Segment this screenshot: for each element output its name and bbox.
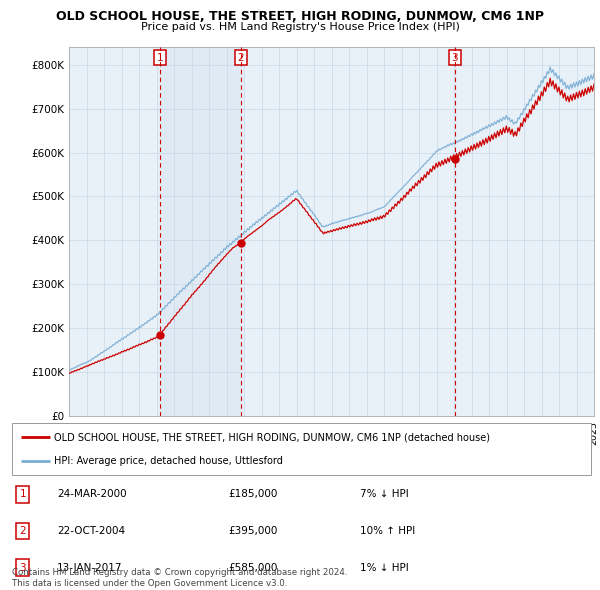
Text: 24-MAR-2000: 24-MAR-2000 <box>57 490 127 499</box>
Text: 1: 1 <box>19 490 26 499</box>
Text: £185,000: £185,000 <box>228 490 277 499</box>
FancyBboxPatch shape <box>12 423 591 475</box>
Text: 1: 1 <box>157 53 164 63</box>
Text: 3: 3 <box>19 563 26 572</box>
Text: HPI: Average price, detached house, Uttlesford: HPI: Average price, detached house, Uttl… <box>54 456 283 466</box>
Text: Contains HM Land Registry data © Crown copyright and database right 2024.
This d: Contains HM Land Registry data © Crown c… <box>12 568 347 588</box>
Bar <box>160 47 241 416</box>
Text: 10% ↑ HPI: 10% ↑ HPI <box>360 526 415 536</box>
Text: 13-JAN-2017: 13-JAN-2017 <box>57 563 122 572</box>
Text: 3: 3 <box>451 53 458 63</box>
Text: 2: 2 <box>19 526 26 536</box>
Text: 1% ↓ HPI: 1% ↓ HPI <box>360 563 409 572</box>
Text: OLD SCHOOL HOUSE, THE STREET, HIGH RODING, DUNMOW, CM6 1NP (detached house): OLD SCHOOL HOUSE, THE STREET, HIGH RODIN… <box>54 432 490 442</box>
Text: Price paid vs. HM Land Registry's House Price Index (HPI): Price paid vs. HM Land Registry's House … <box>140 22 460 32</box>
Text: 2: 2 <box>238 53 244 63</box>
Text: OLD SCHOOL HOUSE, THE STREET, HIGH RODING, DUNMOW, CM6 1NP: OLD SCHOOL HOUSE, THE STREET, HIGH RODIN… <box>56 10 544 23</box>
Text: £395,000: £395,000 <box>228 526 277 536</box>
Text: 7% ↓ HPI: 7% ↓ HPI <box>360 490 409 499</box>
Text: 22-OCT-2004: 22-OCT-2004 <box>57 526 125 536</box>
Text: £585,000: £585,000 <box>228 563 277 572</box>
